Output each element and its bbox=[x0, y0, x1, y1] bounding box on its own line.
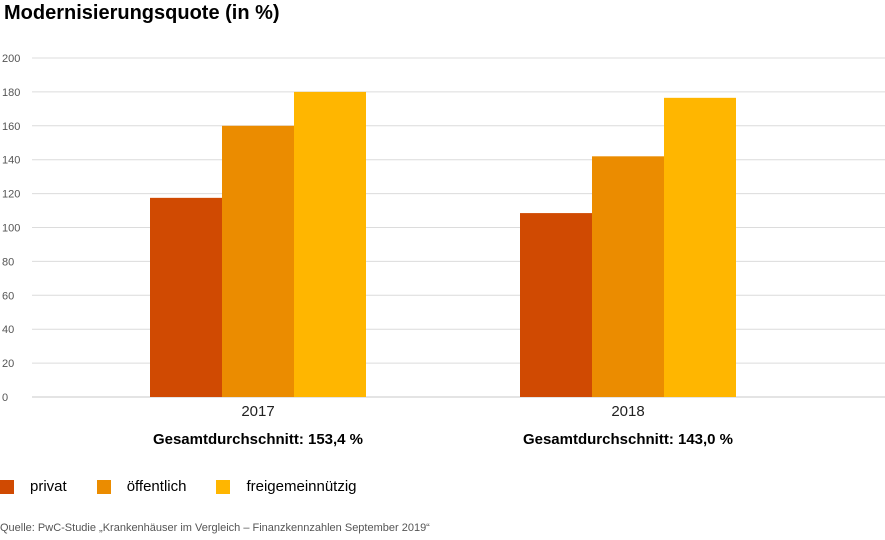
average-annotation: Gesamtdurchschnitt: 153,4 % bbox=[153, 431, 363, 448]
legend-swatch bbox=[216, 479, 231, 494]
bar-oeffentlich-2018 bbox=[592, 156, 664, 397]
y-tick-label: 200 bbox=[2, 53, 20, 65]
y-tick-label: 160 bbox=[2, 121, 20, 133]
gridlines bbox=[32, 57, 885, 398]
y-axis-ticks: 0 20 40 60 80 100 120 140 160 180 200 bbox=[2, 53, 20, 404]
bar-oeffentlich-2017 bbox=[222, 125, 294, 398]
legend-item-privat: privat bbox=[0, 478, 67, 495]
legend-label: öffentlich bbox=[126, 478, 187, 495]
bar-freigemeinnuetzig-2017 bbox=[294, 91, 366, 398]
y-tick-label: 60 bbox=[2, 290, 14, 302]
legend-swatch bbox=[96, 479, 111, 494]
y-tick-label: 140 bbox=[2, 155, 20, 167]
bar-privat-2018 bbox=[520, 213, 592, 397]
y-tick-label: 20 bbox=[2, 358, 14, 370]
bar-privat-2017 bbox=[150, 197, 222, 397]
y-tick-label: 0 bbox=[2, 392, 8, 404]
annotations: Gesamtdurchschnitt: 153,4 % Gesamtdurchsc… bbox=[153, 431, 733, 448]
source-note: Quelle: PwC-Studie „Krankenhäuser im Ver… bbox=[0, 522, 430, 534]
x-tick-label: 2018 bbox=[611, 403, 644, 420]
bars bbox=[150, 91, 736, 398]
bar-chart: 0 20 40 60 80 100 120 140 160 180 200 2017 2018 Ges… bbox=[2, 53, 885, 448]
x-tick-label: 2017 bbox=[241, 403, 274, 420]
y-tick-label: 40 bbox=[2, 324, 14, 336]
legend-swatch bbox=[0, 479, 14, 494]
legend: privat öffentlich freigemeinnützig bbox=[0, 478, 387, 495]
legend-label: freigemeinnützig bbox=[246, 478, 357, 495]
x-axis-labels: 2017 2018 bbox=[241, 403, 644, 420]
average-annotation: Gesamtdurchschnitt: 143,0 % bbox=[523, 431, 733, 448]
chart-title: Modernisierungsquote (in %) bbox=[4, 2, 280, 24]
y-tick-label: 180 bbox=[2, 87, 20, 99]
y-tick-label: 120 bbox=[2, 189, 20, 201]
legend-item-freigemeinnuetzig: freigemeinnützig bbox=[216, 478, 357, 495]
legend-label: privat bbox=[30, 478, 67, 495]
legend-item-oeffentlich: öffentlich bbox=[96, 478, 187, 495]
y-tick-label: 80 bbox=[2, 256, 14, 268]
bar-freigemeinnuetzig-2018 bbox=[664, 97, 736, 398]
y-tick-label: 100 bbox=[2, 223, 20, 235]
